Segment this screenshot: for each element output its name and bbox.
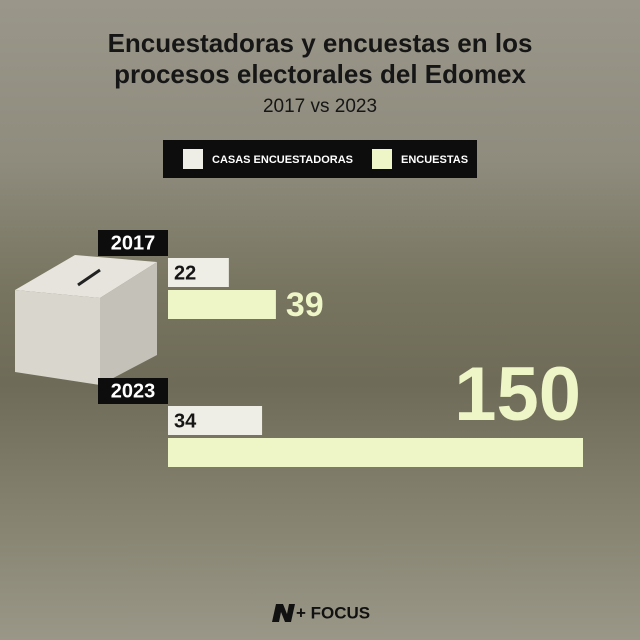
bar bbox=[168, 258, 229, 287]
legend-label: CASAS ENCUESTADORAS bbox=[212, 154, 353, 166]
category-label-box bbox=[98, 230, 168, 256]
brand-logo bbox=[272, 604, 295, 622]
legend-label: ENCUESTAS bbox=[401, 154, 468, 166]
category-label: 2023 bbox=[111, 380, 156, 402]
brand: + FOCUS bbox=[296, 603, 370, 622]
legend-swatch bbox=[183, 149, 203, 169]
chart-subtitle: 2017 vs 2023 bbox=[262, 96, 378, 117]
chart-title: Encuestadoras y encuestas en los proceso… bbox=[107, 28, 533, 89]
bar bbox=[168, 406, 263, 435]
value-label: 34 bbox=[174, 410, 197, 432]
legend-box bbox=[163, 140, 477, 178]
category-label: 2017 bbox=[111, 232, 156, 254]
bar bbox=[168, 438, 583, 467]
value-label: 150 bbox=[454, 352, 581, 437]
legend-swatch bbox=[372, 149, 392, 169]
value-label: 39 bbox=[286, 286, 324, 324]
bar bbox=[168, 290, 276, 319]
value-label: 22 bbox=[174, 262, 196, 284]
category-label-box bbox=[98, 378, 168, 404]
ballot-box bbox=[15, 255, 157, 385]
